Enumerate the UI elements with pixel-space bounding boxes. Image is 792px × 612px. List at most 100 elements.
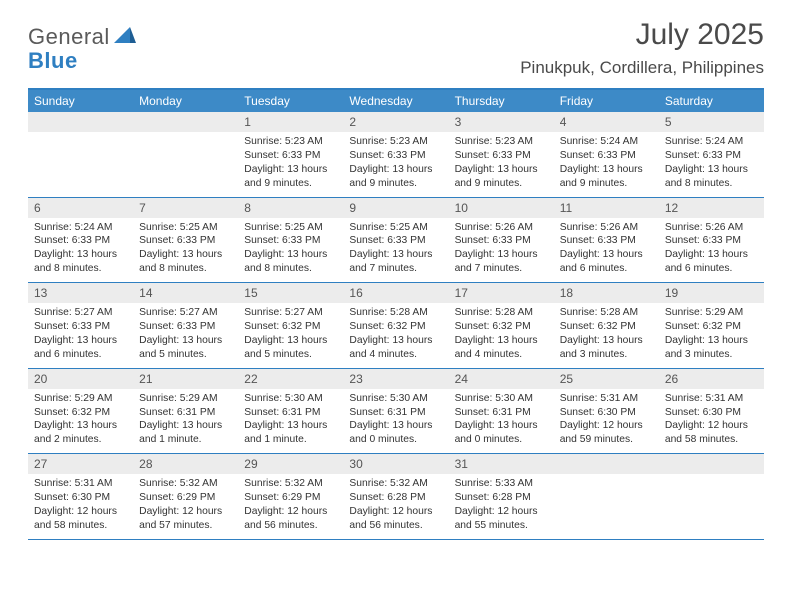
calendar-cell: 13Sunrise: 5:27 AMSunset: 6:33 PMDayligh… xyxy=(28,283,133,368)
sunset-text: Sunset: 6:31 PM xyxy=(139,406,232,420)
cell-day-number: 13 xyxy=(28,283,133,303)
cell-body: Sunrise: 5:30 AMSunset: 6:31 PMDaylight:… xyxy=(343,389,448,454)
dow-friday: Friday xyxy=(554,90,659,112)
sunrise-text: Sunrise: 5:29 AM xyxy=(139,392,232,406)
sunset-text: Sunset: 6:33 PM xyxy=(34,234,127,248)
calendar-cell: 26Sunrise: 5:31 AMSunset: 6:30 PMDayligh… xyxy=(659,369,764,454)
sunset-text: Sunset: 6:32 PM xyxy=(34,406,127,420)
daylight-text: Daylight: 13 hours and 6 minutes. xyxy=(34,334,127,362)
sunset-text: Sunset: 6:32 PM xyxy=(665,320,758,334)
calendar-cell: 8Sunrise: 5:25 AMSunset: 6:33 PMDaylight… xyxy=(238,198,343,283)
sunset-text: Sunset: 6:32 PM xyxy=(244,320,337,334)
daylight-text: Daylight: 13 hours and 2 minutes. xyxy=(34,419,127,447)
sunset-text: Sunset: 6:33 PM xyxy=(34,320,127,334)
daylight-text: Daylight: 13 hours and 4 minutes. xyxy=(455,334,548,362)
cell-day-number: 17 xyxy=(449,283,554,303)
calendar-cell: 3Sunrise: 5:23 AMSunset: 6:33 PMDaylight… xyxy=(449,112,554,197)
calendar-cell: 20 Sunrise: 5:29 AMSunset: 6:32 PMDayligh… xyxy=(28,369,133,454)
sunrise-text: Sunrise: 5:32 AM xyxy=(349,477,442,491)
daylight-text: Daylight: 13 hours and 8 minutes. xyxy=(665,163,758,191)
sunrise-text: Sunrise: 5:28 AM xyxy=(560,306,653,320)
calendar-cell: 16Sunrise: 5:28 AMSunset: 6:32 PMDayligh… xyxy=(343,283,448,368)
daylight-text: Daylight: 13 hours and 8 minutes. xyxy=(139,248,232,276)
cell-body: Sunrise: 5:28 AMSunset: 6:32 PMDaylight:… xyxy=(554,303,659,368)
sunrise-text: Sunrise: 5:23 AM xyxy=(349,135,442,149)
cell-day-number: 24 xyxy=(449,369,554,389)
cell-day-number: 20 xyxy=(28,369,133,389)
cell-day-number: 1 xyxy=(238,112,343,132)
weeks-container: 1Sunrise: 5:23 AMSunset: 6:33 PMDaylight… xyxy=(28,112,764,540)
cell-day-number: 30 xyxy=(343,454,448,474)
daylight-text: Daylight: 13 hours and 1 minute. xyxy=(139,419,232,447)
cell-day-number xyxy=(659,454,764,474)
sunrise-text: Sunrise: 5:32 AM xyxy=(139,477,232,491)
sunrise-text: Sunrise: 5:23 AM xyxy=(455,135,548,149)
daylight-text: Daylight: 13 hours and 5 minutes. xyxy=(244,334,337,362)
dow-monday: Monday xyxy=(133,90,238,112)
sunrise-text: Sunrise: 5:30 AM xyxy=(455,392,548,406)
calendar-cell xyxy=(133,112,238,197)
calendar-cell: 7Sunrise: 5:25 AMSunset: 6:33 PMDaylight… xyxy=(133,198,238,283)
sunset-text: Sunset: 6:33 PM xyxy=(665,149,758,163)
sunset-text: Sunset: 6:33 PM xyxy=(349,149,442,163)
cell-body: Sunrise: 5:29 AMSunset: 6:32 PMDaylight:… xyxy=(659,303,764,368)
daylight-text: Daylight: 13 hours and 7 minutes. xyxy=(455,248,548,276)
calendar-cell: 2Sunrise: 5:23 AMSunset: 6:33 PMDaylight… xyxy=(343,112,448,197)
cell-body: Sunrise: 5:31 AMSunset: 6:30 PMDaylight:… xyxy=(554,389,659,454)
daylight-text: Daylight: 12 hours and 57 minutes. xyxy=(139,505,232,533)
cell-body: Sunrise: 5:31 AMSunset: 6:30 PMDaylight:… xyxy=(659,389,764,454)
cell-body: Sunrise: 5:32 AMSunset: 6:28 PMDaylight:… xyxy=(343,474,448,539)
cell-day-number: 11 xyxy=(554,198,659,218)
sunset-text: Sunset: 6:28 PM xyxy=(455,491,548,505)
logo-general: General xyxy=(28,24,110,50)
cell-day-number: 16 xyxy=(343,283,448,303)
daylight-text: Daylight: 13 hours and 0 minutes. xyxy=(455,419,548,447)
daylight-text: Daylight: 13 hours and 9 minutes. xyxy=(244,163,337,191)
sunset-text: Sunset: 6:33 PM xyxy=(455,234,548,248)
daylight-text: Daylight: 13 hours and 6 minutes. xyxy=(665,248,758,276)
cell-body: Sunrise: 5:33 AMSunset: 6:28 PMDaylight:… xyxy=(449,474,554,539)
daylight-text: Daylight: 13 hours and 1 minute. xyxy=(244,419,337,447)
sunset-text: Sunset: 6:30 PM xyxy=(665,406,758,420)
cell-body: Sunrise: 5:23 AMSunset: 6:33 PMDaylight:… xyxy=(343,132,448,197)
logo-blue: Blue xyxy=(28,48,78,74)
calendar-cell: 1Sunrise: 5:23 AMSunset: 6:33 PMDaylight… xyxy=(238,112,343,197)
cell-body: Sunrise: 5:25 AMSunset: 6:33 PMDaylight:… xyxy=(343,218,448,283)
calendar-cell xyxy=(28,112,133,197)
calendar: Sunday Monday Tuesday Wednesday Thursday… xyxy=(28,88,764,540)
cell-body: Sunrise: 5:25 AMSunset: 6:33 PMDaylight:… xyxy=(238,218,343,283)
cell-day-number: 4 xyxy=(554,112,659,132)
calendar-cell: 5Sunrise: 5:24 AMSunset: 6:33 PMDaylight… xyxy=(659,112,764,197)
calendar-cell: 6Sunrise: 5:24 AMSunset: 6:33 PMDaylight… xyxy=(28,198,133,283)
sunset-text: Sunset: 6:31 PM xyxy=(244,406,337,420)
sunrise-text: Sunrise: 5:25 AM xyxy=(349,221,442,235)
cell-body: Sunrise: 5:27 AMSunset: 6:32 PMDaylight:… xyxy=(238,303,343,368)
cell-day-number: 8 xyxy=(238,198,343,218)
calendar-cell: 15Sunrise: 5:27 AMSunset: 6:32 PMDayligh… xyxy=(238,283,343,368)
calendar-cell: 28Sunrise: 5:32 AMSunset: 6:29 PMDayligh… xyxy=(133,454,238,539)
daylight-text: Daylight: 13 hours and 8 minutes. xyxy=(244,248,337,276)
month-title: July 2025 xyxy=(520,18,764,52)
sunset-text: Sunset: 6:30 PM xyxy=(560,406,653,420)
calendar-cell xyxy=(554,454,659,539)
calendar-cell: 30Sunrise: 5:32 AMSunset: 6:28 PMDayligh… xyxy=(343,454,448,539)
daylight-text: Daylight: 13 hours and 9 minutes. xyxy=(455,163,548,191)
sunrise-text: Sunrise: 5:29 AM xyxy=(34,392,127,406)
cell-day-number: 26 xyxy=(659,369,764,389)
sunrise-text: Sunrise: 5:33 AM xyxy=(455,477,548,491)
sunset-text: Sunset: 6:31 PM xyxy=(455,406,548,420)
daylight-text: Daylight: 12 hours and 56 minutes. xyxy=(349,505,442,533)
day-header: Sunday Monday Tuesday Wednesday Thursday… xyxy=(28,90,764,112)
calendar-cell: 12Sunrise: 5:26 AMSunset: 6:33 PMDayligh… xyxy=(659,198,764,283)
cell-day-number xyxy=(554,454,659,474)
calendar-cell: 22Sunrise: 5:30 AMSunset: 6:31 PMDayligh… xyxy=(238,369,343,454)
cell-body: Sunrise: 5:24 AMSunset: 6:33 PMDaylight:… xyxy=(659,132,764,197)
sunrise-text: Sunrise: 5:27 AM xyxy=(244,306,337,320)
sunset-text: Sunset: 6:30 PM xyxy=(34,491,127,505)
cell-body: Sunrise: 5:29 AMSunset: 6:31 PMDaylight:… xyxy=(133,389,238,454)
sunset-text: Sunset: 6:33 PM xyxy=(139,234,232,248)
sunset-text: Sunset: 6:31 PM xyxy=(349,406,442,420)
cell-day-number: 19 xyxy=(659,283,764,303)
calendar-cell: 18Sunrise: 5:28 AMSunset: 6:32 PMDayligh… xyxy=(554,283,659,368)
cell-body: Sunrise: 5:28 AMSunset: 6:32 PMDaylight:… xyxy=(449,303,554,368)
